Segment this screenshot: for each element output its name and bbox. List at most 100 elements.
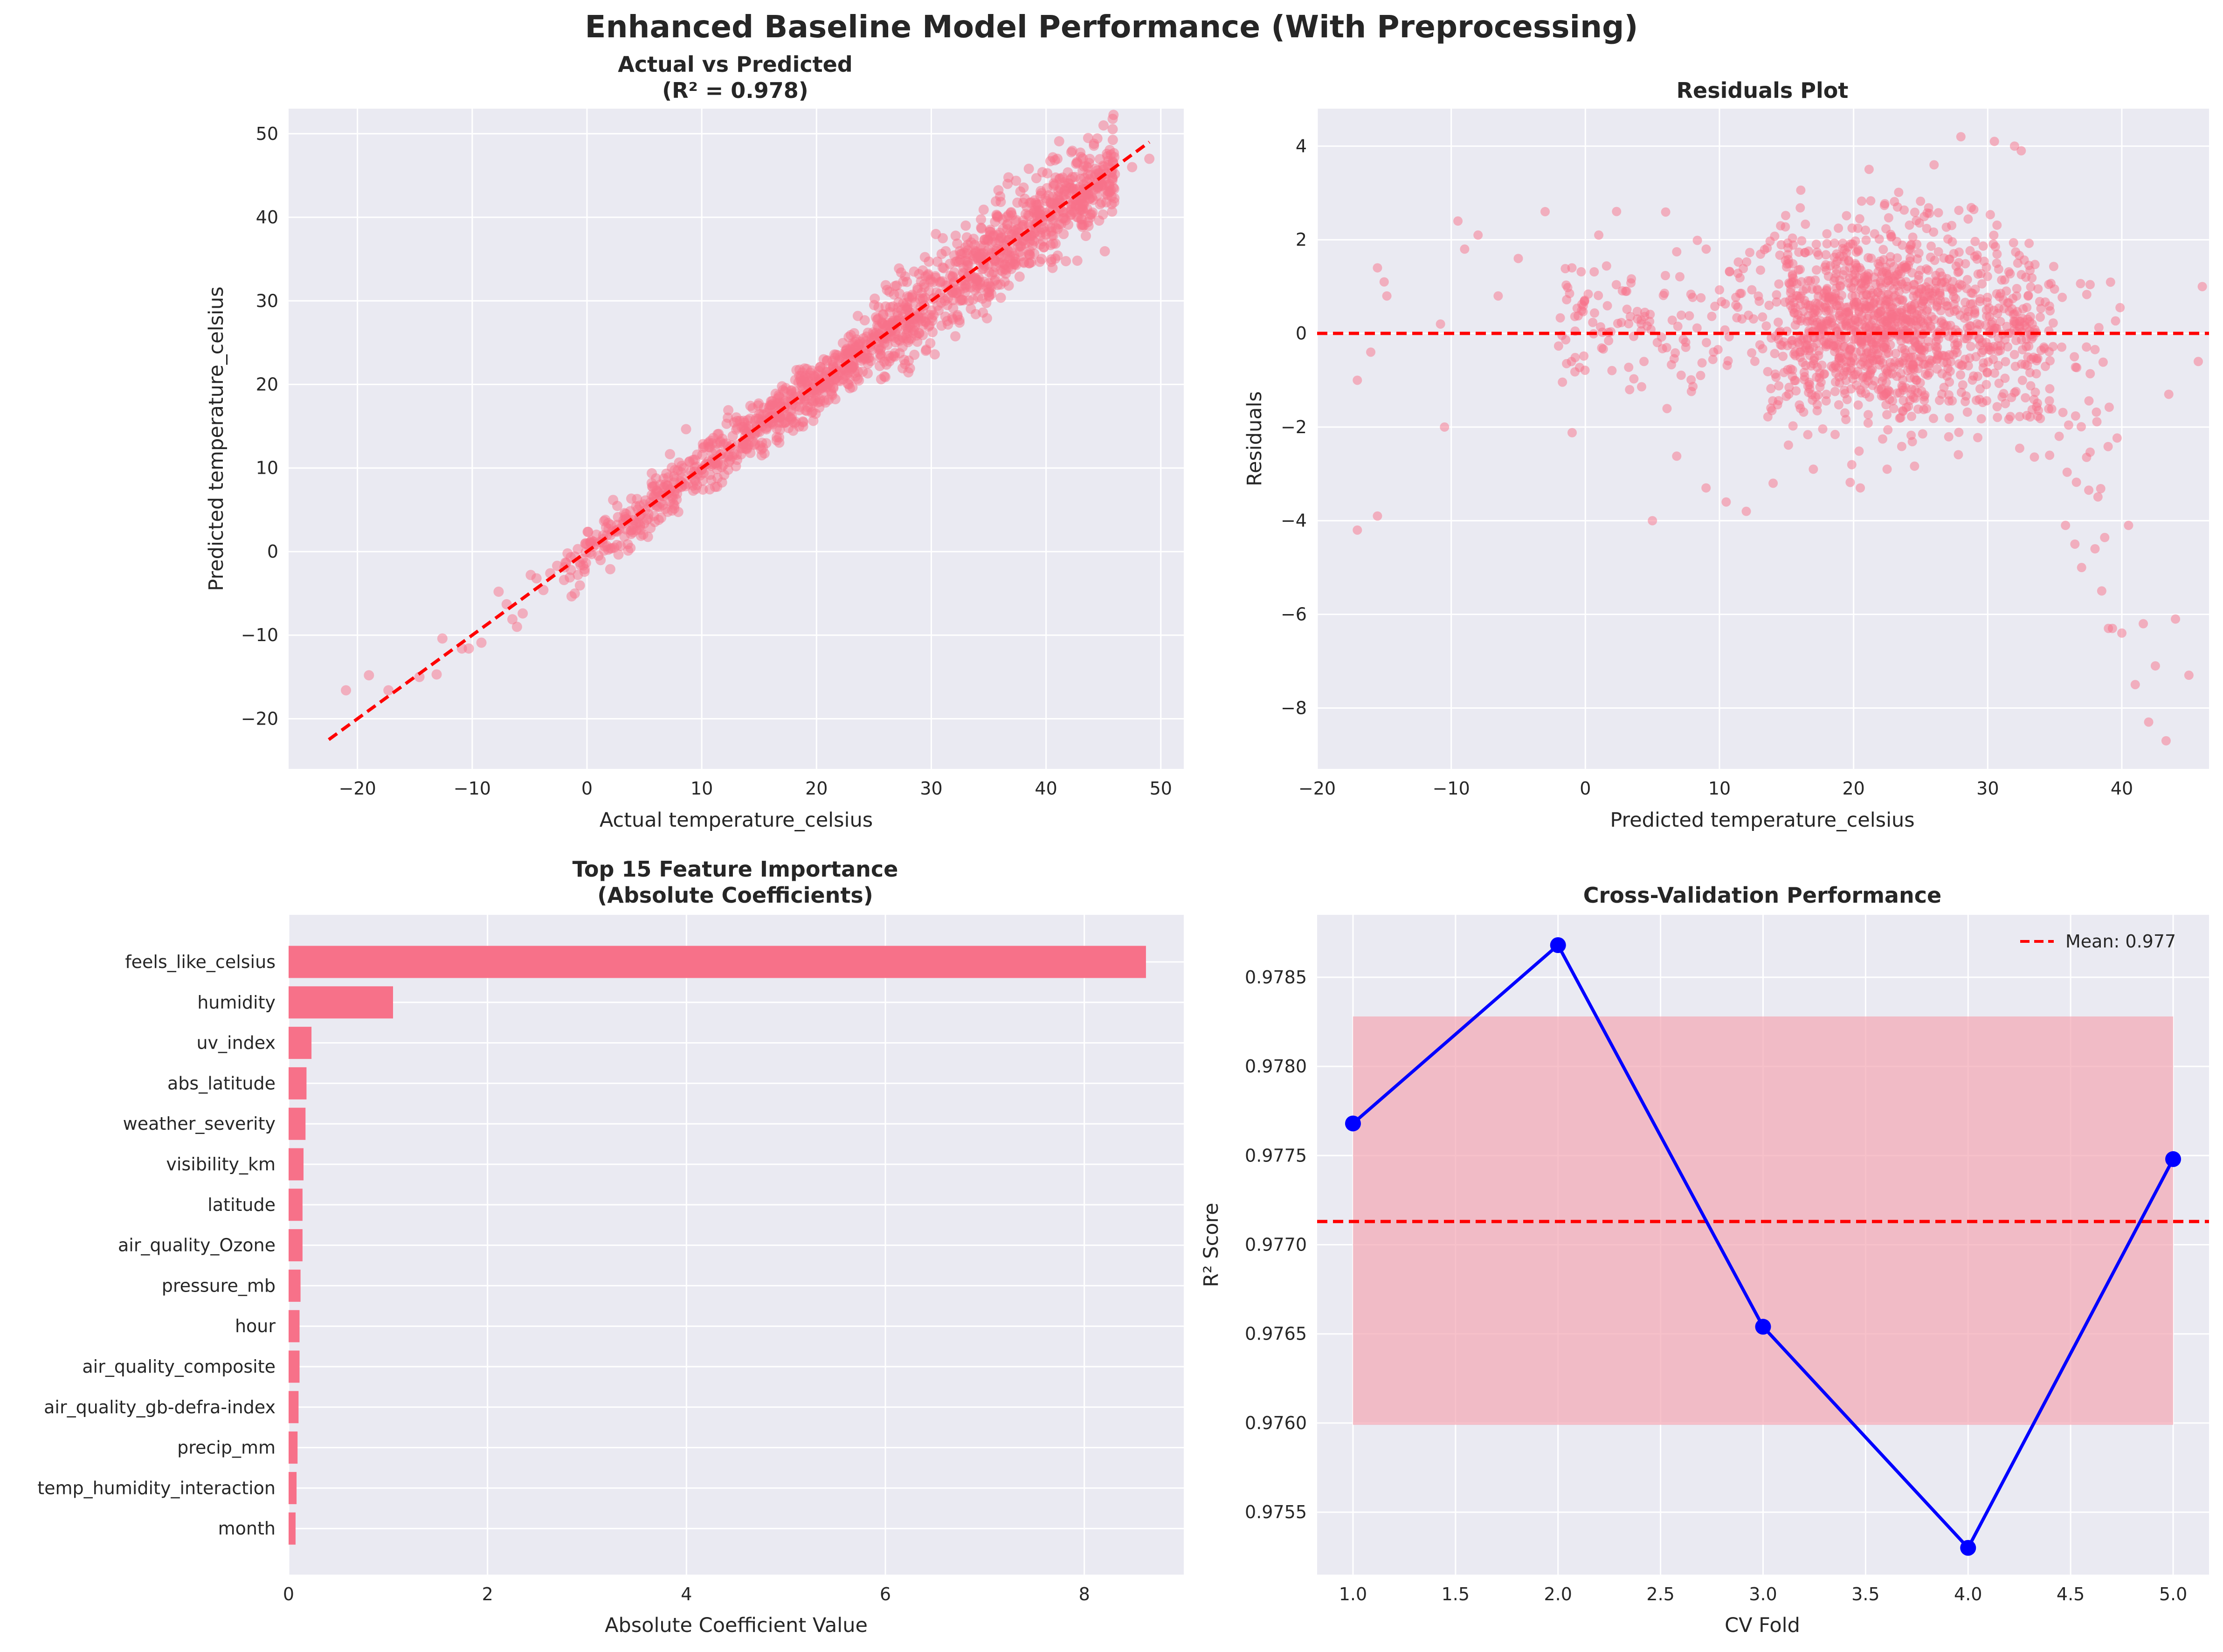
residual-point <box>1993 413 2002 422</box>
residual-point <box>1864 165 1874 174</box>
panel-cross-validation: Cross-Validation Performance 1.0 1.5 2.0 2.… <box>1200 883 2209 1637</box>
residual-point <box>2009 238 2018 248</box>
residual-point <box>1815 373 1824 383</box>
scatter-point <box>889 332 900 343</box>
residual-point <box>2085 369 2095 379</box>
residual-point <box>1890 271 1899 281</box>
residual-point <box>2082 342 2092 352</box>
scatter-point <box>586 535 597 546</box>
scatter-point <box>1083 133 1093 143</box>
residual-point <box>2033 284 2043 294</box>
residual-point <box>2012 283 2022 293</box>
feature-label: weather_severity <box>123 1113 276 1134</box>
residual-point <box>1611 280 1621 290</box>
feature-label: precip_mm <box>177 1438 276 1458</box>
scatter-point <box>648 482 658 492</box>
residual-point <box>2197 282 2207 291</box>
residual-point <box>1925 208 1934 218</box>
residual-point <box>1813 299 1823 309</box>
scatter-point <box>1003 280 1014 291</box>
feature-label: abs_latitude <box>167 1073 276 1093</box>
residual-point <box>1701 244 1711 254</box>
residual-point <box>2045 356 2055 366</box>
residual-point <box>1929 160 1939 170</box>
residual-point <box>1886 362 1896 372</box>
panel2-ylabel: Residuals <box>1243 391 1266 486</box>
residual-point <box>1373 263 1382 273</box>
residual-point <box>1854 307 1864 317</box>
residual-point <box>1952 305 1961 315</box>
scatter-point <box>642 514 652 525</box>
cv-score-point <box>2165 1151 2182 1167</box>
residual-point <box>1785 296 1795 305</box>
residual-point <box>2103 442 2113 451</box>
scatter-point <box>880 372 891 382</box>
importance-bar <box>289 1269 301 1302</box>
residual-point <box>1676 370 1686 380</box>
residual-point <box>2082 452 2092 462</box>
residual-point <box>1379 277 1389 287</box>
scatter-point <box>909 349 920 360</box>
residual-point <box>1985 210 1995 220</box>
residual-point <box>2016 270 2026 279</box>
scatter-point <box>511 622 522 632</box>
residual-point <box>1783 440 1793 450</box>
residual-point <box>2009 141 2019 151</box>
residual-point <box>1920 369 1930 379</box>
scatter-point <box>978 307 988 318</box>
residual-point <box>1884 369 1893 379</box>
scatter-point <box>919 252 930 263</box>
residual-point <box>1834 400 1843 410</box>
scatter-point <box>852 311 863 321</box>
scatter-point <box>690 454 700 465</box>
scatter-point <box>437 633 448 644</box>
residual-point <box>1513 254 1523 263</box>
residual-point <box>1842 321 1852 331</box>
residual-point <box>1660 289 1670 298</box>
x-tick-label: −20 <box>1298 778 1336 799</box>
scatter-point <box>1107 173 1118 183</box>
scatter-point <box>1031 206 1042 217</box>
residual-point <box>1802 340 1812 350</box>
scatter-point <box>1018 235 1029 246</box>
scatter-point <box>771 435 782 446</box>
residual-point <box>1992 402 2002 412</box>
residual-point <box>2024 238 2034 248</box>
scatter-point <box>834 366 845 377</box>
residual-point <box>1899 396 1908 406</box>
importance-bar <box>289 1350 300 1383</box>
x-tick-label: −10 <box>1433 778 1470 799</box>
residual-point <box>1948 350 1958 359</box>
residual-point <box>1796 316 1806 326</box>
y-tick-label: −20 <box>241 708 278 729</box>
residual-point <box>1756 265 1765 275</box>
residual-point <box>1926 321 1935 331</box>
residual-point <box>1373 511 1382 521</box>
residual-point <box>1913 388 1923 398</box>
residual-point <box>1784 382 1794 392</box>
x-tick-label: 0 <box>283 1584 294 1604</box>
residual-point <box>1804 300 1813 310</box>
residual-point <box>1624 362 1634 372</box>
residual-point <box>1881 400 1891 409</box>
residual-point <box>1803 430 1813 440</box>
residual-point <box>1927 356 1937 366</box>
residual-point <box>1914 275 1924 284</box>
scatter-point <box>1108 182 1118 193</box>
residual-point <box>1786 284 1796 294</box>
scatter-point <box>562 548 573 559</box>
residual-point <box>1942 358 1952 368</box>
panel2-xlabel: Predicted temperature_celsius <box>1610 809 1914 832</box>
residual-point <box>1863 418 1873 428</box>
residual-point <box>1968 299 1977 309</box>
residual-point <box>2117 628 2127 638</box>
residual-point <box>1965 246 1975 256</box>
scatter-point <box>681 424 691 435</box>
x-tick-label: 6 <box>880 1584 891 1604</box>
panel1-ylabel: Predicted temperature_celsius <box>205 286 228 591</box>
residual-point <box>1853 223 1863 233</box>
scatter-point <box>1107 135 1118 145</box>
panel1-title-line1: Actual vs Predicted <box>618 52 852 77</box>
residual-point <box>1553 341 1563 351</box>
residual-point <box>2098 357 2108 367</box>
